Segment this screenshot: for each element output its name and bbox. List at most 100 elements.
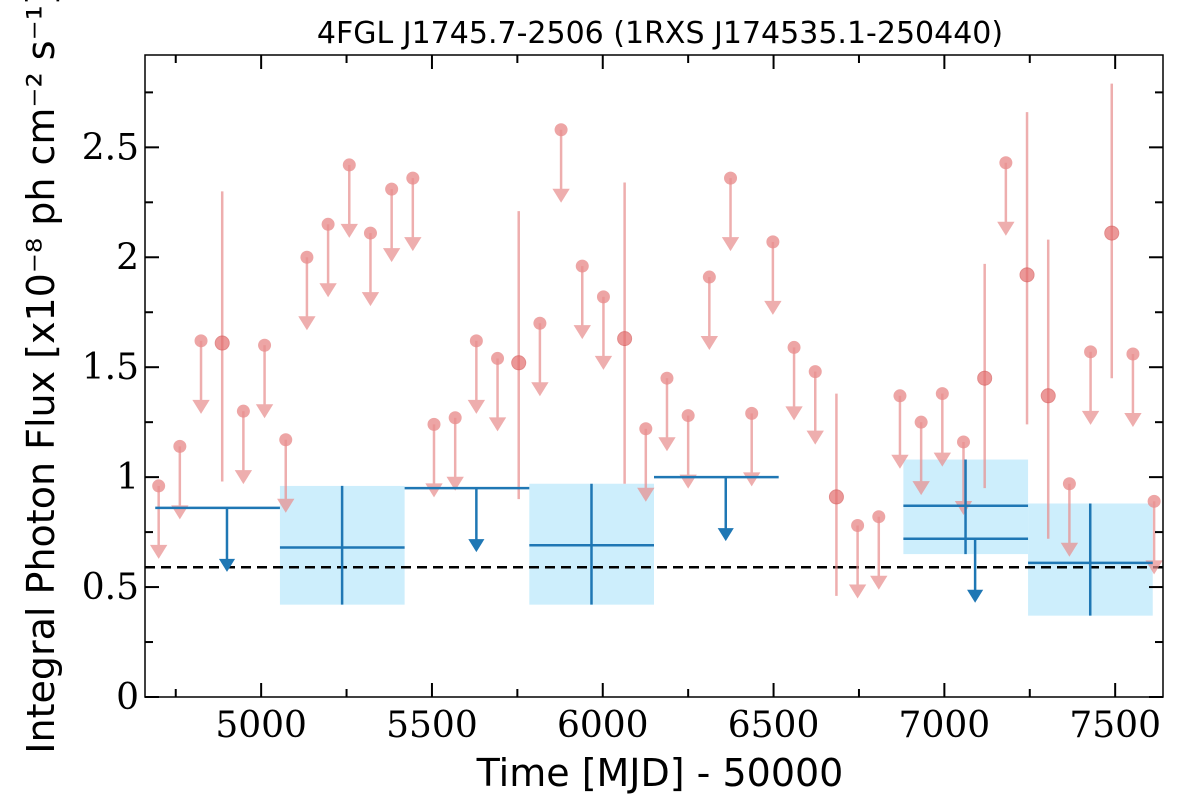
short-bin-upper-limit-arrow-16 xyxy=(531,323,549,397)
short-bin-upper-limit-point-12 xyxy=(427,417,441,431)
long-bin-upper-limit-arrow-3 xyxy=(967,538,984,603)
long-bin-upper-limit-arrow-0-head xyxy=(218,558,236,572)
short-bin-upper-limit-point-7 xyxy=(321,217,335,231)
short-bin-upper-limit-arrow-8 xyxy=(340,164,358,238)
short-bin-upper-limit-point-2 xyxy=(194,334,208,348)
short-bin-upper-limit-arrow-26-head xyxy=(764,300,782,315)
short-bin-upper-limit-point-28 xyxy=(808,365,822,379)
x-tick-label-3: 6500 xyxy=(728,705,820,746)
short-bin-upper-limit-point-10 xyxy=(385,182,399,196)
short-bin-upper-limit-arrow-2-head xyxy=(192,399,210,414)
x-tick-label-2: 6000 xyxy=(557,705,649,746)
long-bin-upper-limit-arrow-1-head xyxy=(468,539,485,553)
short-bin-upper-limit-arrow-31 xyxy=(891,395,909,469)
short-bin-upper-limit-arrow-9 xyxy=(361,233,380,307)
x-tick-label-1: 5500 xyxy=(386,705,478,746)
short-bin-upper-limit-arrow-19 xyxy=(594,296,613,370)
long-bin-upper-limit-arrow-3-head xyxy=(967,589,984,603)
y-tick-label-0: 0 xyxy=(116,677,139,718)
short-bin-upper-limit-point-22 xyxy=(681,409,695,423)
short-bin-upper-limit-arrow-27 xyxy=(785,347,803,421)
short-bin-upper-limit-arrow-38 xyxy=(1124,354,1142,428)
short-bin-upper-limit-point-3 xyxy=(236,404,250,418)
short-bin-upper-limit-arrow-33-head xyxy=(933,452,951,467)
short-bin-upper-limit-arrow-33 xyxy=(933,393,951,467)
short-bin-upper-limit-arrow-9-head xyxy=(361,292,380,307)
short-bin-upper-limit-arrow-26 xyxy=(764,241,782,315)
short-bin-detection-point-5 xyxy=(1019,267,1035,283)
short-bin-upper-limit-arrow-35-head xyxy=(997,221,1015,236)
short-bin-upper-limit-arrow-15-head xyxy=(488,417,507,432)
short-bin-upper-limit-arrow-20 xyxy=(637,428,655,502)
short-bin-upper-limit-arrow-5-head xyxy=(277,498,295,513)
short-bin-upper-limit-point-1 xyxy=(173,439,187,453)
short-bin-upper-limit-point-16 xyxy=(533,316,547,330)
long-bin-upper-limit-arrow-1 xyxy=(468,488,485,553)
short-bin-upper-limit-arrow-36-head xyxy=(1060,542,1079,557)
short-bin-upper-limit-arrow-17-head xyxy=(552,188,570,203)
short-bin-upper-limit-arrow-12 xyxy=(425,424,443,498)
plot-area: 5000 5500 6000 6500 7000 7500 0 0.5 1 1.5 2 2.5 xyxy=(82,54,1164,746)
short-bin-upper-limit-point-13 xyxy=(448,411,462,425)
short-bin-upper-limit-point-25 xyxy=(745,406,759,420)
short-bin-detection-point-1 xyxy=(511,355,527,371)
short-bin-upper-limit-arrow-3-head xyxy=(234,470,253,485)
short-bin-upper-limit-arrow-16-head xyxy=(531,382,549,397)
plot-frame xyxy=(144,54,1164,698)
short-bin-upper-limit-arrow-23-head xyxy=(700,336,719,351)
short-bin-upper-limit-arrow-29 xyxy=(848,525,867,599)
short-bin-upper-limit-point-20 xyxy=(639,422,653,436)
short-bin-upper-limit-arrow-11-head xyxy=(404,237,422,252)
short-bin-upper-limit-arrow-5 xyxy=(277,439,295,513)
short-bin-upper-limit-arrow-19-head xyxy=(594,355,613,370)
short-bin-upper-limit-arrow-25-head xyxy=(743,472,761,487)
x-tick-label-4: 7000 xyxy=(899,705,991,746)
y-tick-label-4: 2 xyxy=(116,237,139,278)
short-bin-upper-limit-arrow-18 xyxy=(573,266,591,340)
short-bin-upper-limit-point-30 xyxy=(872,510,886,524)
long-bin-upper-limit-arrow-2-head xyxy=(717,528,734,542)
short-bin-upper-limit-arrow-17 xyxy=(552,129,570,203)
short-bin-upper-limit-point-23 xyxy=(702,270,716,284)
x-tick-label-0: 5000 xyxy=(215,705,307,746)
short-bin-upper-limit-arrow-37 xyxy=(1081,351,1100,425)
short-bin-upper-limit-point-11 xyxy=(406,171,420,185)
y-tick-label-1: 0.5 xyxy=(82,567,139,608)
short-bin-upper-limit-arrow-7 xyxy=(319,224,337,298)
short-bin-upper-limit-point-17 xyxy=(554,123,568,137)
short-bin-upper-limit-arrow-21 xyxy=(658,378,676,452)
short-bin-upper-limit-arrow-7-head xyxy=(319,283,337,298)
short-bin-upper-limit-point-5 xyxy=(279,433,293,447)
short-bin-upper-limit-arrow-4 xyxy=(255,345,274,419)
short-bin-upper-limit-arrow-2 xyxy=(192,340,210,414)
short-bin-upper-limit-point-34 xyxy=(956,435,970,449)
short-bin-detection-point-6 xyxy=(1040,388,1056,404)
short-bin-upper-limit-arrow-30-head xyxy=(870,575,888,590)
short-bin-upper-limit-arrow-8-head xyxy=(340,223,358,238)
y-tick-label-3: 1.5 xyxy=(82,347,139,388)
short-bin-upper-limit-point-26 xyxy=(766,235,780,249)
short-bin-upper-limit-arrow-18-head xyxy=(573,325,591,340)
short-bin-upper-limit-arrow-28-head xyxy=(806,430,824,445)
short-bin-upper-limit-point-19 xyxy=(596,290,610,304)
short-bin-upper-limit-arrow-6-head xyxy=(298,316,316,331)
short-bin-upper-limit-arrow-0 xyxy=(149,485,168,559)
chart-title: 4FGL J1745.7-2506 (1RXS J174535.1-250440… xyxy=(317,16,1003,51)
short-bin-upper-limit-point-0 xyxy=(152,479,166,493)
long-bin-upper-limit-arrow-2 xyxy=(717,477,734,542)
short-bin-upper-limit-point-4 xyxy=(258,338,272,352)
short-bin-upper-limit-arrow-24-head xyxy=(721,237,740,252)
short-bin-upper-limit-point-32 xyxy=(914,415,928,429)
short-bin-upper-limit-point-24 xyxy=(724,171,738,185)
short-bin-upper-limit-point-35 xyxy=(999,156,1013,170)
short-bin-upper-limit-arrow-27-head xyxy=(785,406,803,421)
short-bin-upper-limit-point-31 xyxy=(893,389,907,403)
short-bin-upper-limit-arrow-13 xyxy=(446,417,464,491)
short-bin-upper-limit-point-33 xyxy=(935,387,949,401)
x-tick-label-5: 7500 xyxy=(1069,705,1161,746)
short-bin-upper-limit-arrow-38-head xyxy=(1124,413,1142,428)
short-bin-upper-limit-arrow-12-head xyxy=(425,483,443,498)
short-bin-upper-limit-arrow-32 xyxy=(912,422,930,496)
short-bin-upper-limit-point-15 xyxy=(491,351,505,365)
short-bin-upper-limit-point-8 xyxy=(342,158,356,172)
